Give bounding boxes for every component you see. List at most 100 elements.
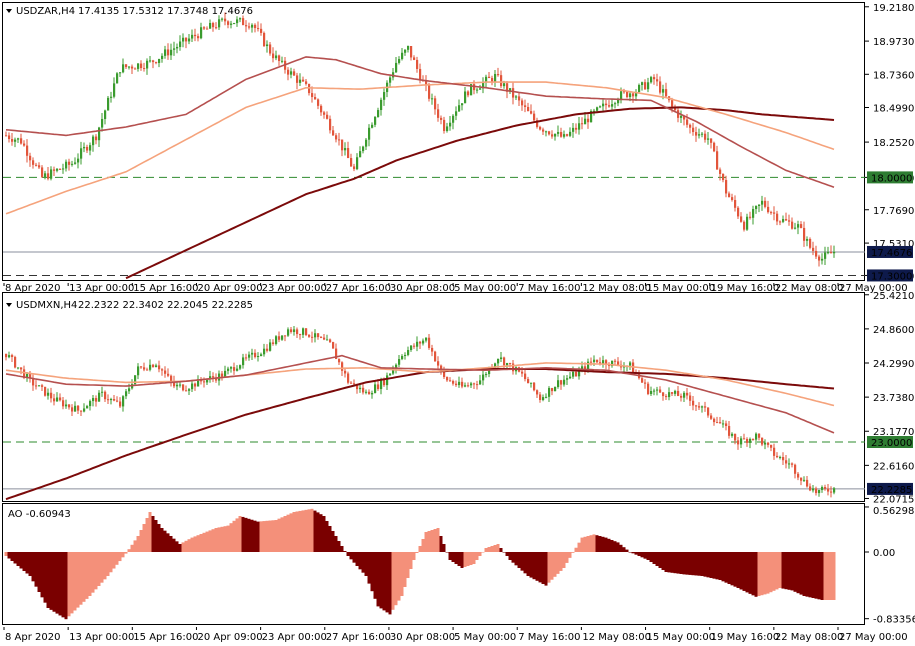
ao-bar xyxy=(205,531,209,552)
candle-body xyxy=(422,340,425,344)
ao-bar xyxy=(163,530,167,552)
usdmxn-last-price-label-bg xyxy=(867,482,913,495)
ao-bar xyxy=(262,521,266,552)
ao-bar xyxy=(745,552,749,593)
ao-bar xyxy=(316,512,320,552)
candle-body xyxy=(437,361,440,366)
ao-bar xyxy=(832,552,836,600)
candle-body xyxy=(548,388,551,397)
ao-bar xyxy=(226,525,230,552)
candle-body xyxy=(431,98,434,100)
candle-body xyxy=(674,390,677,394)
candle-body xyxy=(788,463,791,465)
ao-bar xyxy=(463,552,467,567)
candle-body xyxy=(515,96,518,98)
candle-body xyxy=(47,392,50,396)
candle-body xyxy=(428,84,431,99)
candle-body xyxy=(215,27,218,29)
candle-body xyxy=(335,348,338,360)
ao-bar xyxy=(334,536,338,552)
ao-bar xyxy=(358,552,362,570)
usdmxn-collapse-icon[interactable] xyxy=(6,303,12,307)
ao-bar xyxy=(286,514,290,552)
time-label: 19 May 16:00 xyxy=(711,632,780,643)
candle-body xyxy=(467,385,470,387)
candle-body xyxy=(689,395,692,401)
candle-body xyxy=(710,138,713,143)
ao-bar xyxy=(421,539,425,552)
ao-bar xyxy=(757,552,761,596)
candle-body xyxy=(209,23,212,29)
time-label: 5 May 00:00 xyxy=(454,283,516,294)
candle-body xyxy=(440,365,443,370)
candle-body xyxy=(140,366,143,368)
candle-body xyxy=(605,103,608,106)
ao-bar xyxy=(556,552,560,574)
candle-body xyxy=(329,118,332,131)
candle-body xyxy=(623,366,626,368)
ao-bar xyxy=(457,552,461,566)
candle-body xyxy=(203,381,206,383)
candle-body xyxy=(599,362,602,364)
candle-body xyxy=(5,353,8,358)
candle-body xyxy=(731,433,734,436)
candle-body xyxy=(101,118,104,128)
ao-bar xyxy=(310,508,314,552)
candle-body xyxy=(203,27,206,29)
candle-body xyxy=(638,85,641,92)
time-label: 22 May 08:00 xyxy=(775,632,844,643)
ao-bar xyxy=(727,552,731,584)
candle-body xyxy=(692,127,695,133)
ao-bar xyxy=(445,552,449,553)
ao-bar xyxy=(196,535,200,552)
candle-body xyxy=(758,433,761,438)
candle-body xyxy=(536,390,539,395)
candle-body xyxy=(467,91,470,96)
ao-bar xyxy=(85,552,89,599)
ao-bar xyxy=(709,552,713,578)
candle-body xyxy=(458,105,461,112)
candle-body xyxy=(680,395,683,398)
candle-body xyxy=(665,396,668,398)
ao-bar xyxy=(202,532,206,552)
candle-body xyxy=(41,385,44,387)
candle-body xyxy=(545,396,548,398)
candle-body xyxy=(677,110,680,118)
candle-body xyxy=(248,26,251,28)
candle-body xyxy=(326,114,329,119)
candle-body xyxy=(398,359,401,365)
candle-body xyxy=(275,55,278,59)
candle-body xyxy=(563,134,566,137)
candle-body xyxy=(182,384,185,391)
candle-body xyxy=(110,96,113,98)
ao-bar xyxy=(73,552,77,611)
candle-body xyxy=(20,367,23,370)
candle-body xyxy=(566,134,569,136)
candle-body xyxy=(380,379,383,390)
ao-bar xyxy=(574,547,578,552)
ao-bar xyxy=(367,552,371,584)
candle-body xyxy=(398,59,401,63)
ao-bar xyxy=(373,552,377,599)
candle-body xyxy=(560,132,563,137)
ao-bar xyxy=(247,518,251,552)
usdzar-collapse-icon[interactable] xyxy=(6,9,12,13)
candle-body xyxy=(782,219,785,222)
candle-body xyxy=(689,124,692,128)
ao-bar xyxy=(325,521,329,552)
candle-body xyxy=(752,209,755,218)
ao-bar xyxy=(625,549,629,552)
candle-body xyxy=(695,405,698,407)
candle-body xyxy=(557,132,560,134)
candle-body xyxy=(827,488,830,492)
candle-body xyxy=(323,112,326,115)
candle-body xyxy=(581,123,584,125)
candle-body xyxy=(698,406,701,408)
ao-bar xyxy=(235,518,239,552)
candle-body xyxy=(134,375,137,385)
ao-bar xyxy=(730,552,734,586)
ao-bar xyxy=(769,552,773,593)
candle-body xyxy=(725,180,728,194)
candle-body xyxy=(746,216,749,230)
candle-body xyxy=(668,392,671,398)
